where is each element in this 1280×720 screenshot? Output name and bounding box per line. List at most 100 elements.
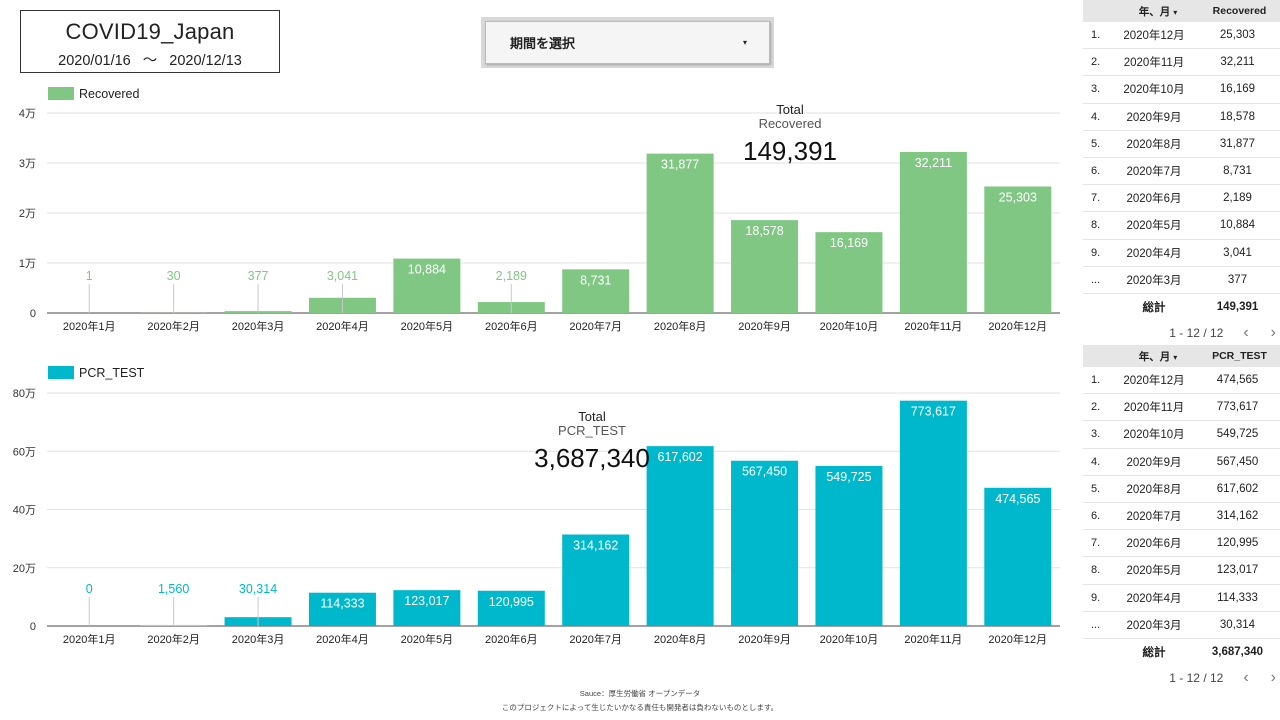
column-header-month[interactable]: 年、月 ▾ (1138, 350, 1178, 363)
table-row[interactable]: 5. 2020年8月 31,877 (1083, 131, 1280, 158)
data-label: 10,884 (408, 263, 446, 277)
column-header-pcr-test[interactable]: PCR_TEST (1212, 350, 1267, 362)
table-row[interactable]: ... 2020年3月 377 (1083, 267, 1280, 294)
table-row[interactable]: 6. 2020年7月 8,731 (1083, 158, 1280, 186)
table-row[interactable]: 9. 2020年4月 114,333 (1083, 585, 1280, 612)
x-tick-label: 2020年10月 (820, 632, 879, 646)
sort-desc-icon[interactable]: ▾ (1173, 7, 1178, 17)
sort-desc-icon[interactable]: ▾ (1173, 352, 1178, 362)
x-tick-label: 2020年5月 (401, 319, 454, 333)
x-tick-label: 2020年7月 (569, 632, 622, 646)
bar (815, 232, 883, 313)
bar (984, 186, 1052, 313)
bar (646, 153, 714, 313)
total-value: 3,687,340 (534, 443, 650, 473)
column-header-month[interactable]: 年、月 ▾ (1138, 5, 1178, 18)
table-row[interactable]: ... 2020年3月 30,314 (1083, 612, 1280, 639)
row-month: 2020年11月 (1123, 57, 1185, 70)
chevron-right-icon[interactable]: › (1270, 668, 1276, 686)
table-row[interactable]: 9. 2020年4月 3,041 (1083, 240, 1280, 267)
data-label: 120,995 (489, 595, 534, 609)
footer-disclaimer: このプロジェクトによって生じたいかなる責任も開発者は負わないものとします。 (501, 703, 779, 712)
table-row[interactable]: 8. 2020年5月 10,884 (1083, 212, 1280, 240)
date-end: 2020/12/13 (169, 53, 242, 69)
row-month: 2020年4月 (1126, 247, 1182, 260)
x-tick-label: 2020年4月 (316, 319, 369, 333)
row-value: 8,731 (1223, 165, 1252, 178)
table-row[interactable]: 7. 2020年6月 120,995 (1083, 530, 1280, 558)
x-tick-label: 2020年8月 (654, 319, 707, 333)
table-row[interactable]: 4. 2020年9月 567,450 (1083, 449, 1280, 476)
table-row[interactable]: 1. 2020年12月 474,565 (1083, 367, 1280, 395)
date-separator: 〜 (142, 53, 158, 69)
chevron-down-icon[interactable]: ▾ (742, 38, 747, 47)
row-index: 4. (1091, 455, 1101, 468)
x-tick-label: 2020年12月 (988, 319, 1047, 333)
row-index: 6. (1091, 510, 1101, 523)
data-label: 474,565 (995, 492, 1040, 506)
data-label: 18,578 (745, 224, 783, 238)
row-value: 314,162 (1216, 510, 1259, 523)
table-row[interactable]: 5. 2020年8月 617,602 (1083, 476, 1280, 503)
row-index: 1. (1091, 29, 1101, 42)
bar (393, 590, 461, 626)
x-tick-label: 2020年1月 (63, 319, 116, 333)
row-value: 18,578 (1219, 110, 1256, 123)
total-label: 総計 (1142, 301, 1166, 314)
data-label: 0 (86, 582, 93, 596)
total-value: 149,391 (1216, 300, 1259, 313)
x-tick-label: 2020年3月 (232, 319, 285, 333)
table-total-row: 総計 149,391 (1083, 294, 1280, 320)
y-tick-label: 60万 (13, 446, 36, 458)
table-pager: 1 - 12 / 12 ‹ › (1083, 320, 1280, 346)
y-tick-label: 0 (30, 308, 36, 320)
data-label: 30,314 (239, 582, 277, 596)
period-selector[interactable]: 期間を選択 ▾ (481, 17, 774, 68)
table-row[interactable]: 3. 2020年10月 16,169 (1083, 76, 1280, 104)
table-row[interactable]: 7. 2020年6月 2,189 (1083, 185, 1280, 213)
table-row[interactable]: 8. 2020年5月 123,017 (1083, 557, 1280, 585)
bar (646, 446, 714, 626)
row-index: 1. (1091, 374, 1101, 387)
row-index: 3. (1091, 83, 1101, 96)
period-selector-button[interactable]: 期間を選択 ▾ (485, 21, 770, 64)
data-label: 25,303 (999, 190, 1037, 204)
table-row[interactable]: 2. 2020年11月 773,617 (1083, 394, 1280, 422)
row-month: 2020年6月 (1126, 193, 1182, 206)
footer-source: Sauce：厚生労働省 オープンデータ (579, 689, 701, 698)
row-month: 2020年3月 (1126, 619, 1182, 632)
row-index: 4. (1091, 110, 1101, 123)
table-row[interactable]: 1. 2020年12月 25,303 (1083, 22, 1280, 50)
row-index: 7. (1091, 192, 1101, 205)
row-month: 2020年7月 (1126, 511, 1182, 524)
row-value: 617,602 (1216, 482, 1259, 495)
data-label: 8,731 (580, 273, 611, 287)
row-month: 2020年8月 (1126, 483, 1182, 496)
row-value: 3,041 (1223, 246, 1252, 259)
chevron-left-icon[interactable]: ‹ (1243, 668, 1249, 686)
row-value: 567,450 (1216, 455, 1259, 468)
row-value: 549,725 (1216, 428, 1259, 441)
recovered-table: 年、月 ▾ Recovered 1. 2020年12月 25,303 2. 2020年1… (1083, 0, 1280, 346)
data-label: 773,617 (911, 405, 956, 419)
y-tick-label: 80万 (13, 388, 36, 400)
table-row[interactable]: 4. 2020年9月 18,578 (1083, 104, 1280, 131)
row-index: 2. (1091, 401, 1101, 414)
total-title: Total (776, 102, 804, 117)
x-tick-label: 2020年5月 (401, 632, 454, 646)
date-start: 2020/01/16 (58, 53, 131, 69)
y-tick-label: 4万 (19, 108, 36, 120)
x-tick-label: 2020年9月 (738, 319, 791, 333)
table-row[interactable]: 3. 2020年10月 549,725 (1083, 421, 1280, 449)
table-row[interactable]: 6. 2020年7月 314,162 (1083, 503, 1280, 531)
chevron-left-icon[interactable]: ‹ (1243, 323, 1249, 341)
table-row[interactable]: 2. 2020年11月 32,211 (1083, 49, 1280, 77)
bar (562, 269, 630, 313)
report-title: COVID19_Japan (65, 19, 235, 44)
chevron-right-icon[interactable]: › (1270, 323, 1276, 341)
data-label: 16,169 (830, 236, 868, 250)
row-index: 2. (1091, 56, 1101, 69)
row-value: 114,333 (1217, 591, 1258, 604)
pcr-test-table: 年、月 ▾ PCR_TEST 1. 2020年12月 474,565 2. 2020年1… (1083, 345, 1280, 691)
column-header-recovered[interactable]: Recovered (1212, 5, 1267, 17)
